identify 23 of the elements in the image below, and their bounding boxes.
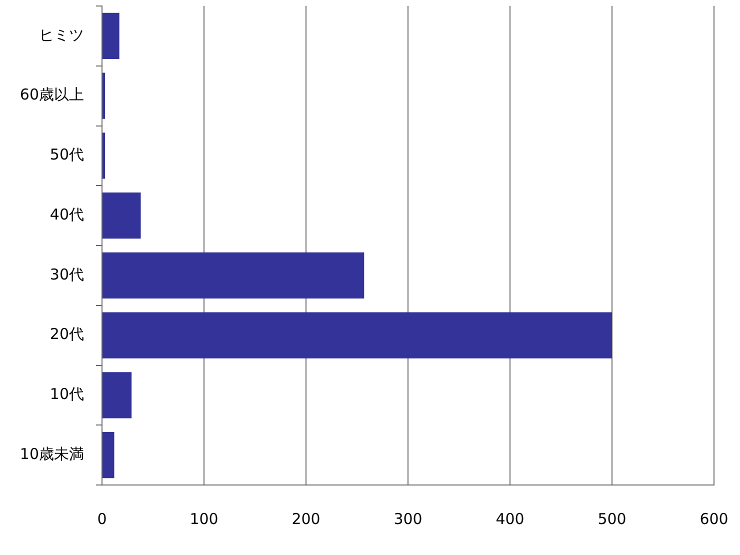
y-tick-label: 30代 [50,265,84,284]
bar [102,72,106,119]
x-tick-label: 200 [292,510,320,528]
bar [102,192,141,239]
y-tick-label: 20代 [50,325,84,344]
x-tick-label: 300 [394,510,422,528]
bar [102,372,132,418]
x-tick-label: 500 [598,510,626,528]
bar [102,132,106,179]
y-tick-label: 40代 [50,205,84,224]
y-tick-label: 10歳未満 [20,444,84,463]
bar [102,12,120,59]
x-tick-label: 100 [190,510,218,528]
x-tick-label: 0 [97,510,107,528]
y-tick-label: 10代 [50,385,84,404]
y-tick-label: 50代 [50,146,84,164]
x-tick-label: 600 [700,510,728,528]
bar [102,312,612,358]
bar [102,432,114,478]
bar [102,252,364,298]
y-tick-label: ヒミツ [39,26,84,44]
y-tick-label: 60歳以上 [20,86,84,104]
x-tick-label: 400 [496,510,524,528]
